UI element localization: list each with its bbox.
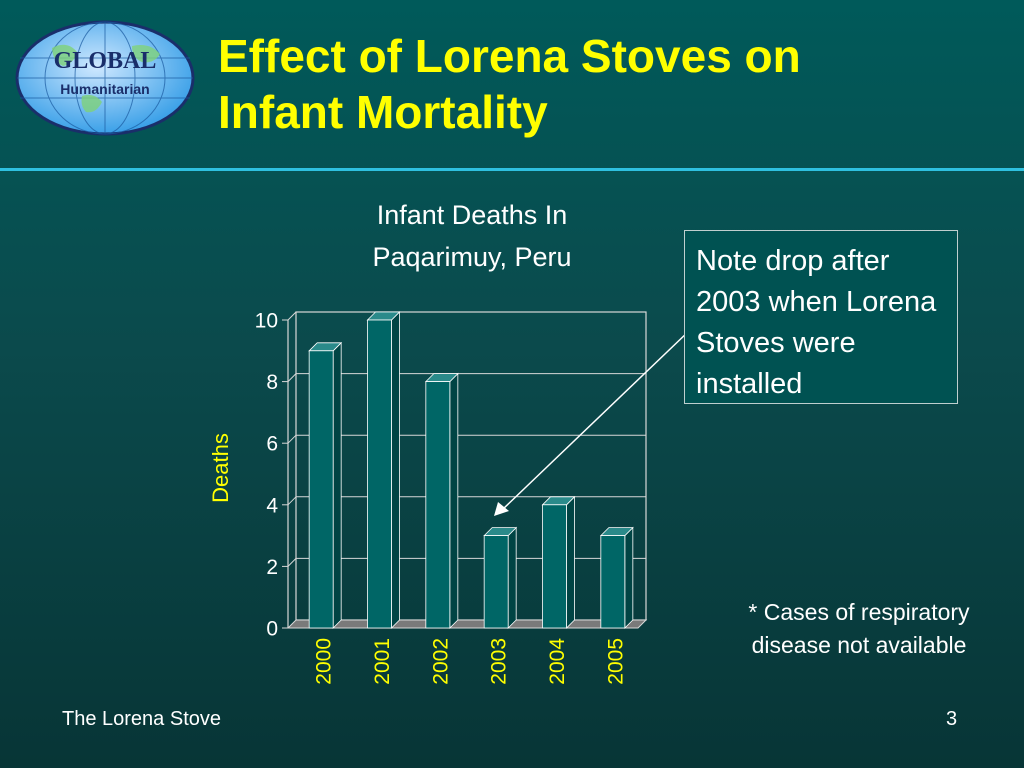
bar-2004: [542, 504, 567, 629]
bar-2005: [600, 535, 626, 629]
x-tick-label: 2003: [488, 638, 511, 685]
x-tick-label: 2000: [313, 638, 336, 685]
plot-floor: [286, 619, 648, 629]
bar-side: [449, 372, 459, 629]
logo-text-bottom: Humanitarian: [60, 81, 149, 97]
gridline-side: [287, 373, 297, 382]
y-axis-label: Deaths: [208, 433, 233, 503]
bar-2001: [367, 319, 392, 629]
annotation-arrow-head: [494, 502, 509, 516]
bar-side: [332, 341, 342, 629]
footnote: * Cases of respiratory disease not avail…: [704, 596, 1014, 662]
x-tick-label: 2005: [604, 638, 627, 685]
x-tick-label: 2004: [546, 638, 569, 685]
bar-side: [624, 526, 634, 629]
y-tick-label: 2: [266, 556, 278, 579]
y-tick-label: 8: [266, 371, 278, 394]
global-humanitarian-logo: GLOBAL Humanitarian: [15, 20, 195, 136]
bar-side: [507, 526, 517, 629]
chart-title-line2: Paqarimuy, Peru: [372, 242, 571, 272]
page-number: 3: [946, 708, 958, 730]
gridline-side: [287, 434, 297, 444]
y-tick-label: 6: [266, 433, 278, 456]
y-tick-label: 0: [266, 618, 278, 641]
title-divider: [0, 168, 1024, 171]
bar-2003: [483, 535, 509, 629]
footnote-line2: disease not available: [751, 632, 967, 658]
gridline-side: [287, 311, 297, 321]
logo-text-top: GLOBAL: [54, 48, 157, 74]
y-tick-label: 10: [255, 310, 278, 333]
bar-2000: [308, 350, 334, 629]
bar-2002: [425, 381, 451, 629]
footnote-line1: * Cases of respiratory: [748, 599, 970, 625]
bar-side: [566, 495, 575, 629]
slide-title: Effect of Lorena Stoves on Infant Mortal…: [218, 28, 998, 140]
gridline-side: [287, 496, 297, 506]
y-tick-label: 4: [266, 494, 278, 517]
footer-title: The Lorena Stove: [62, 708, 221, 730]
x-tick-label: 2001: [371, 638, 394, 685]
slide-title-line1: Effect of Lorena Stoves on: [218, 30, 801, 82]
plot-back-wall: [295, 311, 647, 621]
x-tick-label: 2002: [429, 638, 452, 685]
bar-side: [391, 311, 400, 629]
annotation-arrow-line: [501, 329, 691, 511]
annotation-note: Note drop after 2003 when Lorena Stoves …: [684, 230, 958, 404]
chart-title-line1: Infant Deaths In: [377, 200, 568, 230]
gridline-side: [287, 558, 297, 567]
slide-title-line2: Infant Mortality: [218, 86, 548, 138]
